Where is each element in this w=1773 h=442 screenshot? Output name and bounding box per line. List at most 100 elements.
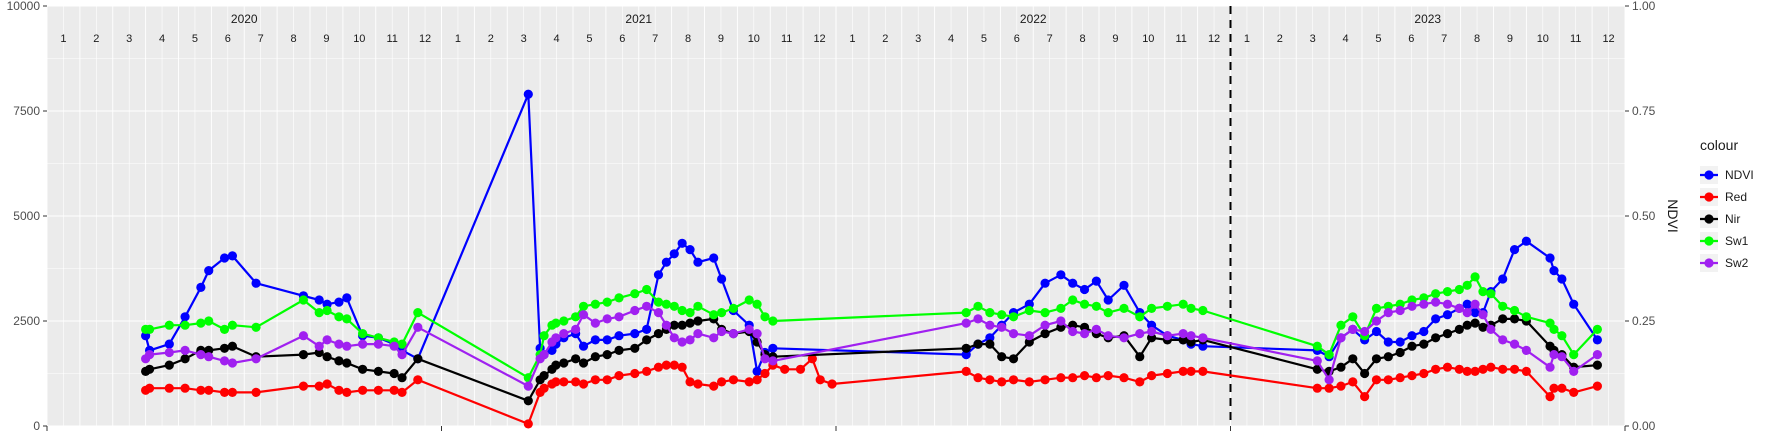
data-point <box>413 375 423 385</box>
data-point <box>1178 299 1188 309</box>
data-point <box>693 301 703 311</box>
data-point <box>1056 316 1066 326</box>
data-point <box>795 364 806 374</box>
data-point <box>373 339 383 349</box>
data-point <box>1431 314 1441 324</box>
month-label: 4 <box>948 33 954 45</box>
month-label: 7 <box>652 33 658 45</box>
month-label: 3 <box>126 33 132 45</box>
data-point <box>1371 303 1382 313</box>
data-point <box>1186 331 1196 341</box>
data-point <box>1336 362 1346 372</box>
data-point <box>571 377 581 387</box>
series-red <box>141 354 1602 429</box>
data-point <box>590 375 600 385</box>
data-point <box>219 253 230 263</box>
data-point <box>1569 366 1579 376</box>
data-point <box>716 274 727 284</box>
data-point <box>642 301 652 311</box>
data-point <box>298 381 309 391</box>
data-point <box>1478 287 1488 297</box>
legend-label: NDVI <box>1725 168 1754 182</box>
data-point <box>1557 352 1567 362</box>
data-point <box>1178 329 1188 339</box>
data-point <box>1431 289 1441 299</box>
data-point <box>227 320 238 330</box>
month-label: 9 <box>718 33 724 45</box>
data-point <box>180 320 190 330</box>
data-point <box>523 381 533 391</box>
data-point <box>752 299 762 309</box>
data-point <box>669 301 679 311</box>
data-point <box>630 368 640 379</box>
data-point <box>1348 312 1358 322</box>
data-point <box>196 318 206 328</box>
data-point <box>1103 331 1113 341</box>
data-point <box>661 320 671 330</box>
month-label: 1 <box>455 33 461 45</box>
data-point <box>314 295 324 305</box>
data-point <box>227 358 238 368</box>
month-label: 8 <box>685 33 691 45</box>
data-point <box>1498 274 1508 284</box>
data-point <box>677 305 687 316</box>
data-point <box>728 375 739 385</box>
data-point <box>180 345 190 355</box>
series-sw2 <box>141 297 1602 391</box>
month-label: 7 <box>1047 33 1053 45</box>
data-point <box>1371 326 1382 337</box>
data-point <box>1312 383 1322 393</box>
data-point <box>551 333 561 343</box>
data-point <box>602 297 612 307</box>
data-point <box>1478 364 1488 374</box>
data-point <box>1186 366 1196 376</box>
data-point <box>985 375 995 385</box>
data-point <box>1549 324 1559 334</box>
data-point <box>1135 312 1145 322</box>
data-point <box>164 339 174 349</box>
data-point <box>523 89 533 99</box>
data-point <box>1147 303 1157 313</box>
data-point <box>571 312 581 322</box>
data-point <box>1147 320 1157 330</box>
data-point <box>1079 299 1090 309</box>
data-point <box>1383 337 1393 347</box>
data-point <box>1509 305 1520 316</box>
data-point <box>1068 278 1078 288</box>
month-label: 2 <box>93 33 99 45</box>
data-point <box>1462 320 1472 330</box>
data-point <box>985 308 995 318</box>
month-label: 11 <box>1570 33 1581 45</box>
data-point <box>578 301 589 311</box>
data-point <box>1360 392 1370 402</box>
month-label: 5 <box>1375 33 1381 45</box>
data-point <box>780 364 790 374</box>
left-tick-label: 0 <box>33 419 40 433</box>
data-point <box>642 335 652 345</box>
data-point <box>1478 322 1488 332</box>
data-point <box>716 326 727 337</box>
data-point <box>1079 284 1090 295</box>
data-point <box>204 266 214 276</box>
data-point <box>314 381 324 391</box>
data-point <box>1348 324 1358 334</box>
data-point <box>1557 274 1567 284</box>
data-point <box>1419 339 1429 349</box>
data-point <box>1068 320 1078 330</box>
data-point <box>551 360 561 370</box>
data-point <box>204 352 214 362</box>
legend: colour NDVI Red Nir Sw1 Sw2 <box>1700 137 1754 272</box>
data-point <box>1162 331 1172 341</box>
data-point <box>1557 383 1567 393</box>
data-point <box>1442 329 1453 339</box>
data-point <box>1419 368 1429 379</box>
data-point <box>1008 312 1019 322</box>
data-point <box>1462 308 1472 318</box>
data-point <box>709 310 719 320</box>
data-point <box>358 339 368 349</box>
data-point <box>973 301 983 311</box>
data-point <box>669 249 679 259</box>
data-point <box>144 383 155 393</box>
data-point <box>685 308 695 318</box>
data-point <box>630 343 640 353</box>
